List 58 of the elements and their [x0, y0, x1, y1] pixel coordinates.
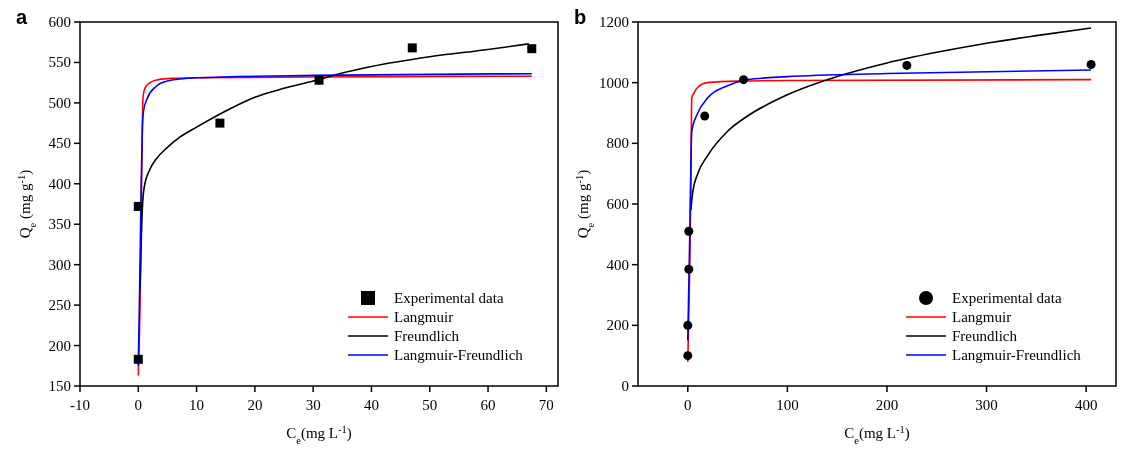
y-tick-label: 300: [48, 256, 71, 273]
y-tick-label: 250: [48, 297, 71, 314]
point: [215, 118, 225, 128]
y-tick-label: 600: [48, 14, 71, 30]
legend-label: Experimental data: [952, 290, 1062, 306]
point: [739, 75, 749, 85]
x-tick-label: 60: [480, 397, 496, 413]
x-tick-label: 40: [363, 397, 379, 413]
x-tick-label: 0: [684, 397, 692, 413]
y-tick-label: 800: [606, 135, 629, 152]
point: [133, 354, 143, 364]
x-tick-label: 100: [776, 397, 799, 413]
point: [407, 43, 417, 53]
x-tick-label: 400: [1074, 397, 1098, 413]
y-tick-label: 200: [606, 317, 629, 334]
x-axis-title: C$_{e}$(mg L$^{-1}$): [844, 423, 910, 446]
x-tick-label: 300: [975, 397, 998, 413]
y-tick-label: 0: [621, 378, 629, 394]
legend-label: Langmuir-Freundlich: [394, 347, 524, 363]
y-tick-label: 450: [48, 135, 71, 152]
y-tick-label: 400: [48, 175, 71, 192]
y-tick-label: 550: [48, 54, 71, 71]
legend-label: Langmuir: [952, 309, 1012, 325]
x-tick-label: 200: [875, 397, 899, 413]
line-series: [689, 27, 1092, 211]
point: [684, 226, 694, 236]
y-tick-label: 600: [606, 196, 629, 212]
chart-title: b: [574, 6, 587, 28]
y-tick-label: 150: [48, 378, 71, 394]
point: [1086, 59, 1096, 69]
legend-label: Experimental data: [394, 290, 504, 306]
legend-label: Freundlich: [394, 328, 460, 344]
y-tick-label: 200: [48, 337, 71, 354]
point: [902, 60, 912, 70]
x-tick-label: 70: [538, 397, 554, 413]
x-tick-label: 0: [134, 397, 143, 413]
legend-label: Langmuir: [394, 309, 454, 325]
y-tick-label: 350: [48, 216, 71, 233]
x-tick-label: 10: [189, 397, 205, 413]
legend-label: Langmuir-Freundlich: [952, 347, 1082, 363]
point: [684, 264, 694, 274]
x-axis-title: C$_{e}$(mg L$^{-1}$): [286, 423, 352, 446]
x-tick-label: -10: [70, 397, 90, 413]
x-tick-label: 30: [305, 397, 321, 413]
point: [683, 320, 693, 330]
point: [314, 75, 324, 85]
x-tick-label: 20: [247, 397, 263, 413]
y-tick-label: 1200: [599, 14, 629, 30]
chart-title: a: [16, 6, 28, 28]
y-tick-label: 400: [606, 256, 629, 273]
point: [683, 351, 693, 361]
point: [133, 201, 143, 211]
point: [527, 44, 537, 54]
y-tick-label: 500: [48, 94, 71, 111]
x-tick-label: 50: [422, 397, 438, 413]
y-tick-label: 1000: [599, 74, 629, 91]
legend-label: Freundlich: [952, 328, 1018, 344]
point: [700, 111, 710, 121]
